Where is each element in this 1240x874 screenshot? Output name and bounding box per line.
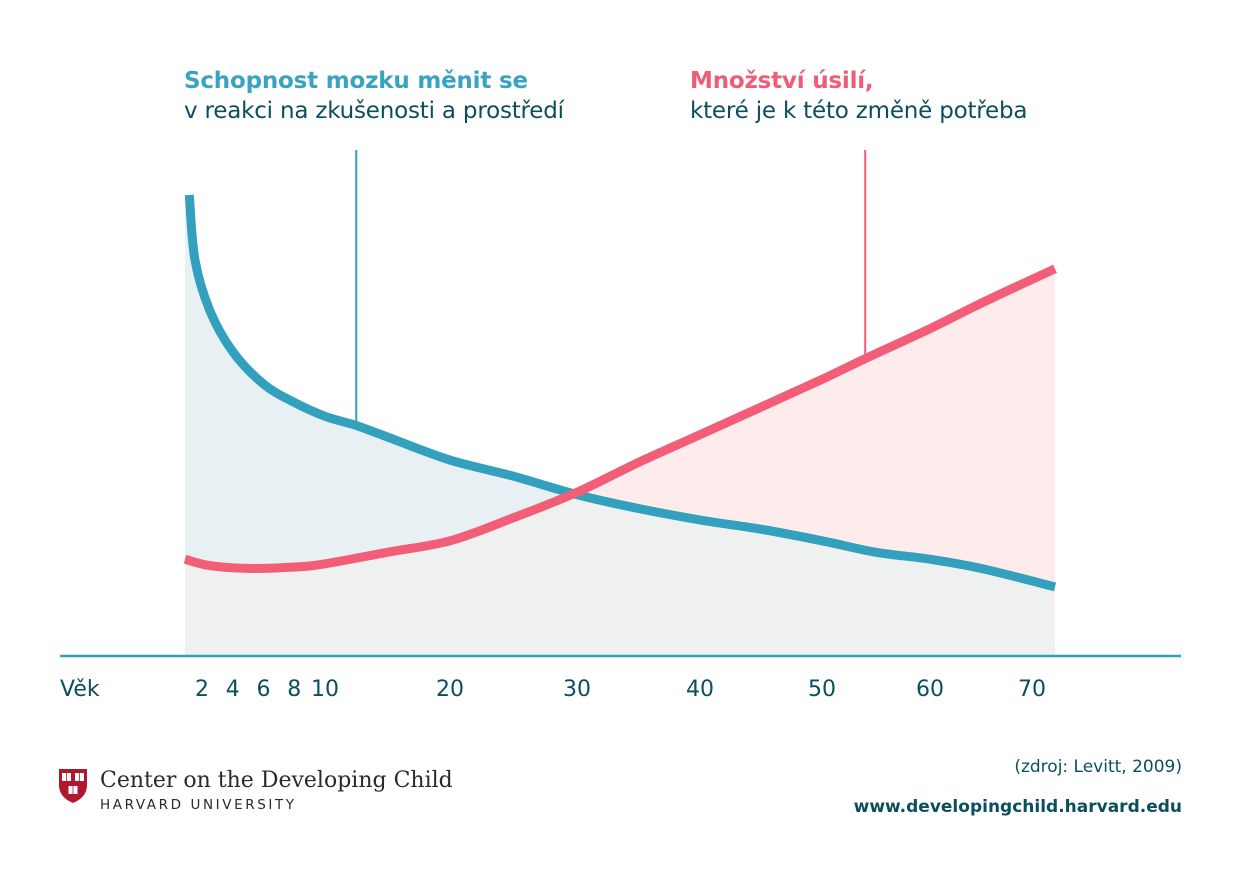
- plasticity-title-highlight: Schopnost mozku měnit se: [184, 68, 528, 94]
- website-link[interactable]: www.developingchild.harvard.edu: [853, 797, 1182, 817]
- plasticity-title: Schopnost mozku měnit se v reakci na zku…: [184, 66, 564, 126]
- x-tick-label: 30: [563, 677, 591, 702]
- plasticity-area-fill: [185, 195, 1055, 656]
- x-axis-label: Věk: [60, 677, 100, 702]
- org-name: Center on the Developing Child: [100, 768, 453, 793]
- effort-series-line: [183, 264, 1057, 573]
- plasticity-title-subtitle: v reakci na zkušenosti a prostředí: [184, 98, 564, 124]
- harvard-shield-icon: [59, 769, 87, 803]
- plasticity-series-line: [184, 194, 1057, 592]
- source-citation: (zdroj: Levitt, 2009): [1014, 757, 1182, 777]
- x-tick-label: 6: [257, 677, 271, 702]
- x-tick-labels: 2 4 6 8 10 20 30 40 50 60 70: [195, 677, 1046, 702]
- x-tick-label: 40: [686, 677, 714, 702]
- x-tick-label: 50: [808, 677, 836, 702]
- x-tick-label: 8: [287, 677, 301, 702]
- x-tick-label: 70: [1018, 677, 1046, 702]
- x-tick-label: 10: [311, 677, 339, 702]
- effort-title-highlight: Množství úsilí,: [690, 68, 874, 94]
- shared-base-area-fill: [185, 493, 1055, 656]
- org-university: HARVARD UNIVERSITY: [100, 797, 297, 813]
- x-tick-label: 4: [226, 677, 240, 702]
- area-fills: [185, 195, 1055, 656]
- x-tick-label: 60: [916, 677, 944, 702]
- x-tick-label: 20: [436, 677, 464, 702]
- effort-title-subtitle: které je k této změně potřeba: [690, 98, 1028, 124]
- effort-title: Množství úsilí, které je k této změně po…: [690, 66, 1028, 126]
- x-tick-label: 2: [195, 677, 209, 702]
- harvard-logo: Center on the Developing Child HARVARD U…: [58, 768, 453, 813]
